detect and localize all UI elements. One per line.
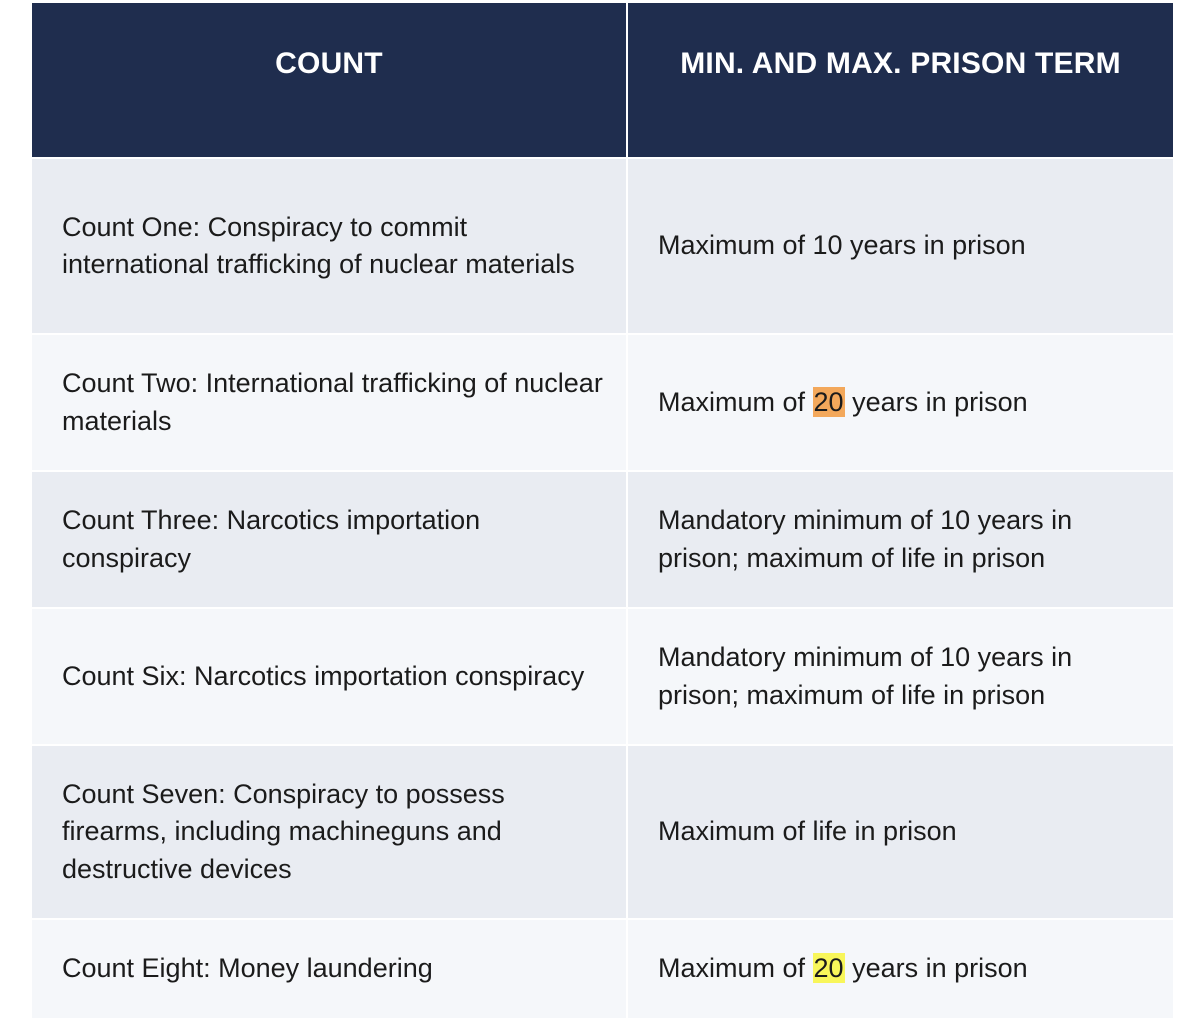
table-row-term-cell: Mandatory minimum of 10 years in prison;… bbox=[628, 470, 1173, 607]
term-text: Maximum of 20 years in prison bbox=[658, 386, 1028, 417]
prison-term-table: COUNT MIN. AND MAX. PRISON TERM Count On… bbox=[32, 3, 1173, 1018]
count-text: Count Six: Narcotics importation conspir… bbox=[62, 660, 585, 691]
table-row-count-cell: Count Two: International trafficking of … bbox=[32, 333, 626, 470]
table-row-term-cell: Mandatory minimum of 10 years in prison;… bbox=[628, 607, 1173, 744]
highlighted-number: 20 bbox=[812, 386, 845, 417]
column-divider bbox=[626, 607, 628, 744]
column-divider bbox=[626, 744, 628, 918]
count-text: Count Eight: Money laundering bbox=[62, 953, 433, 984]
count-text: Count Seven: Conspiracy to possess firea… bbox=[62, 778, 505, 884]
column-divider bbox=[626, 3, 628, 157]
header-prison-term: MIN. AND MAX. PRISON TERM bbox=[628, 3, 1173, 157]
term-text: Mandatory minimum of 10 years in prison;… bbox=[658, 642, 1073, 710]
highlighted-number: 20 bbox=[812, 953, 845, 984]
column-divider bbox=[626, 470, 628, 607]
table-row-count-cell: Count Eight: Money laundering bbox=[32, 918, 626, 1018]
table-row-term-cell: Maximum of 20 years in prison bbox=[628, 333, 1173, 470]
header-count: COUNT bbox=[32, 3, 626, 157]
column-divider bbox=[626, 157, 628, 333]
table-row-term-cell: Maximum of life in prison bbox=[628, 744, 1173, 918]
term-text: Maximum of 20 years in prison bbox=[658, 953, 1028, 984]
count-text: Count Three: Narcotics importation consp… bbox=[62, 505, 481, 573]
count-text: Count Two: International trafficking of … bbox=[62, 368, 603, 436]
column-divider bbox=[626, 918, 628, 1018]
table-row-term-cell: Maximum of 20 years in prison bbox=[628, 918, 1173, 1018]
term-text: Maximum of 10 years in prison bbox=[658, 230, 1026, 261]
table-row-count-cell: Count Three: Narcotics importation consp… bbox=[32, 470, 626, 607]
term-text: Mandatory minimum of 10 years in prison;… bbox=[658, 505, 1073, 573]
term-text: Maximum of life in prison bbox=[658, 816, 957, 847]
table-row-count-cell: Count Seven: Conspiracy to possess firea… bbox=[32, 744, 626, 918]
count-text: Count One: Conspiracy to commit internat… bbox=[62, 211, 575, 280]
table-row-count-cell: Count One: Conspiracy to commit internat… bbox=[32, 157, 626, 333]
table-row-term-cell: Maximum of 10 years in prison bbox=[628, 157, 1173, 333]
column-divider bbox=[626, 333, 628, 470]
table-row-count-cell: Count Six: Narcotics importation conspir… bbox=[32, 607, 626, 744]
